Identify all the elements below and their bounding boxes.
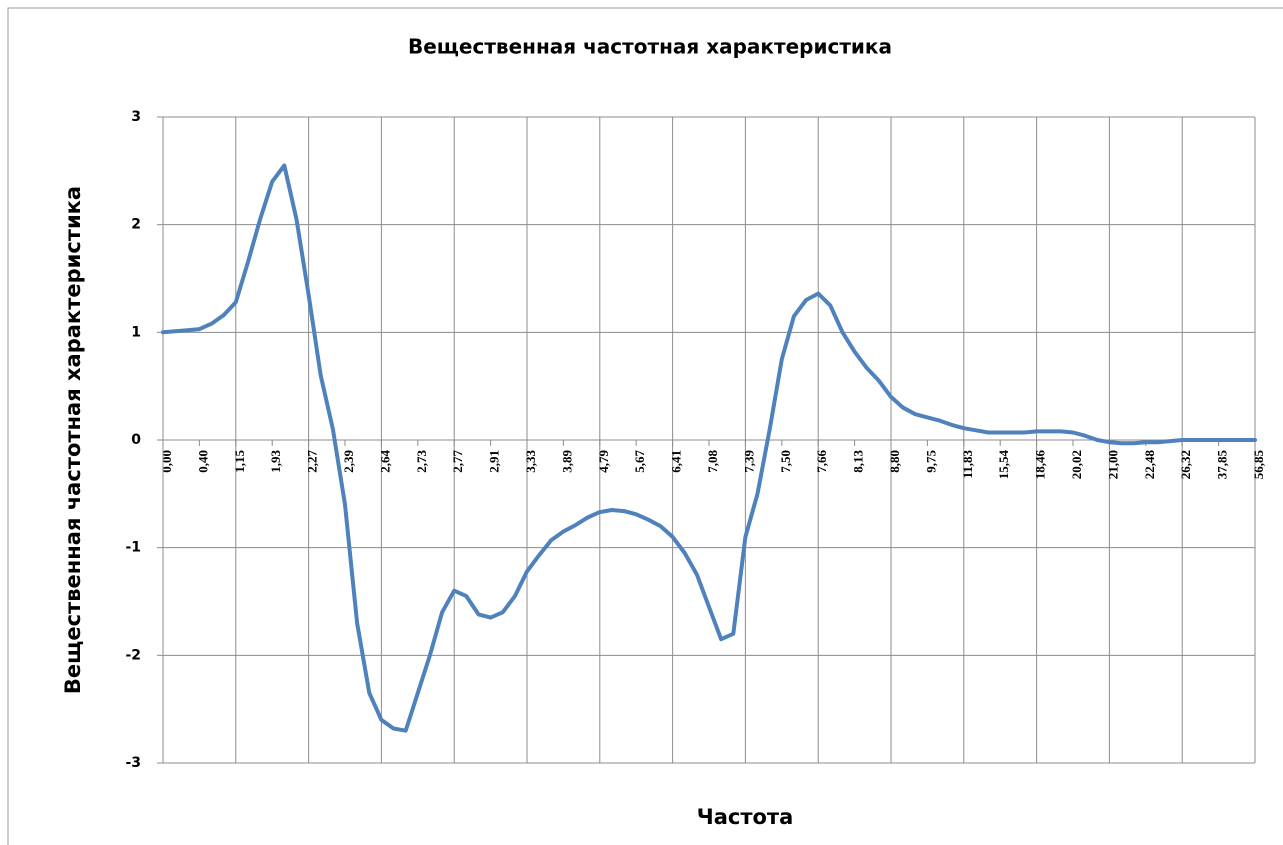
x-tick-label: 7,66 [814, 450, 829, 473]
x-tick-label: 2,77 [450, 450, 465, 473]
x-tick-label: 7,50 [778, 450, 793, 473]
chart-border [7, 7, 1283, 845]
x-tick-label: 26,32 [1178, 450, 1193, 479]
x-tick-label: 9,75 [923, 450, 938, 473]
chart-title: Вещественная частотная характеристика [408, 35, 892, 59]
x-tick-label: 7,39 [741, 450, 756, 473]
x-tick-label: 56,85 [1251, 450, 1266, 480]
y-tick-label: -2 [125, 647, 141, 663]
x-tick-label: 5,67 [632, 450, 647, 473]
x-tick-label: 8,80 [887, 450, 902, 473]
y-tick-label: 3 [131, 109, 141, 125]
x-tick-label: 0,00 [159, 450, 174, 473]
y-tick-label: 1 [131, 324, 141, 340]
x-tick-label: 20,02 [1069, 450, 1084, 479]
x-tick-label: 2,27 [305, 450, 320, 473]
x-tick-label: 7,08 [705, 450, 720, 473]
x-tick-label: 3,33 [523, 450, 538, 473]
x-tick-label: 22,48 [1142, 450, 1157, 480]
x-tick-label: 15,54 [996, 450, 1011, 480]
x-tick-label: 1,93 [268, 450, 283, 473]
data-line [161, 163, 1257, 733]
x-tick-label: 2,39 [341, 450, 356, 473]
x-tick-label: 1,15 [232, 450, 247, 473]
x-tick-label: 4,79 [596, 450, 611, 473]
y-axis-title: Вещественная частотная характеристика [61, 186, 85, 694]
x-tick-label: 0,40 [195, 450, 210, 473]
x-tick-label: 2,91 [487, 450, 502, 473]
x-tick-label: 37,85 [1215, 450, 1230, 480]
x-tick-label: 21,00 [1105, 450, 1120, 479]
x-tick-label: 6,41 [669, 450, 684, 473]
y-tick-label: 0 [131, 432, 141, 448]
x-tick-label: 2,64 [377, 450, 392, 473]
y-tick-label: -3 [125, 755, 141, 771]
x-axis-title: Частота [697, 805, 794, 829]
y-tick-label: 2 [131, 217, 141, 233]
x-tick-label: 11,83 [960, 450, 975, 479]
y-tick-label: -1 [125, 540, 141, 556]
x-tick-label: 8,13 [851, 450, 866, 473]
x-tick-label: 18,46 [1033, 450, 1048, 480]
x-tick-label: 2,73 [414, 450, 429, 473]
x-tick-label: 3,89 [559, 450, 574, 473]
